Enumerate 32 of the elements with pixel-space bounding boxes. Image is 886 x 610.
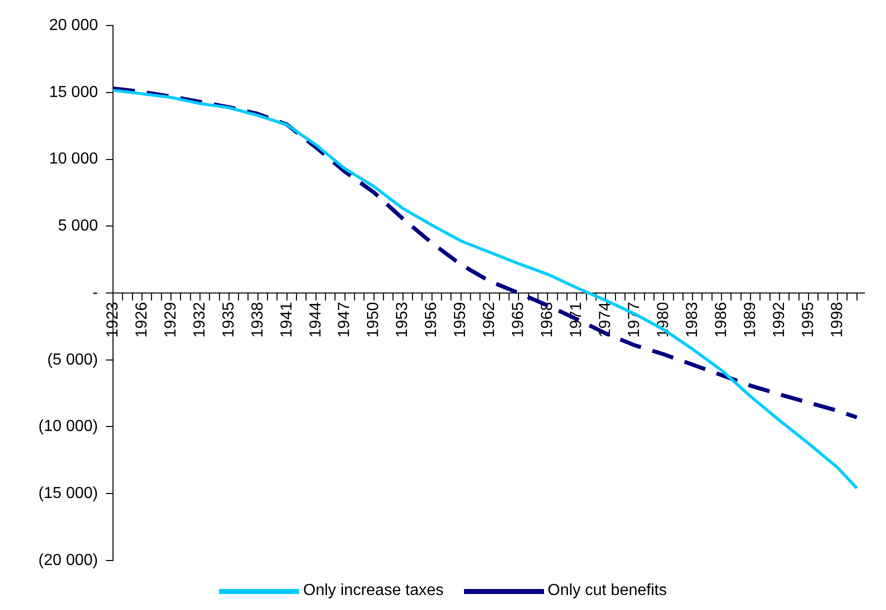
y-tick-label: (15 000) <box>38 484 98 502</box>
x-tick-label: 1962 <box>481 302 498 338</box>
x-tick-label: 1956 <box>423 302 440 338</box>
x-tick-label: 1929 <box>162 302 180 338</box>
y-tick-label: (10 000) <box>38 418 98 436</box>
legend-label: Only cut benefits <box>548 582 667 600</box>
y-tick-label: 10 000 <box>49 150 98 168</box>
y-tick-label: 20 000 <box>49 17 98 34</box>
x-tick-label: 1941 <box>278 302 296 338</box>
x-tick-label: 1986 <box>712 302 730 338</box>
x-tick-label: 1983 <box>684 302 701 338</box>
x-tick-label: 1971 <box>568 302 586 338</box>
x-tick-label: 1947 <box>336 302 354 338</box>
y-tick-label: 5 000 <box>58 218 98 235</box>
x-tick-label: 1926 <box>133 302 150 338</box>
y-tick-label: 15 000 <box>49 84 98 101</box>
x-tick-label: 1959 <box>452 302 470 338</box>
x-tick-label: 1935 <box>220 302 238 338</box>
y-tick-label: (20 000) <box>38 552 98 569</box>
x-tick-label: 1938 <box>249 302 266 338</box>
x-tick-label: 1965 <box>510 302 528 338</box>
x-tick-label: 1950 <box>365 302 382 338</box>
y-tick-label: (5 000) <box>47 351 98 368</box>
y-tick-label: - <box>92 284 98 302</box>
x-tick-label: 1992 <box>770 302 788 338</box>
x-tick-label: 1944 <box>307 302 324 338</box>
x-tick-label: 1953 <box>394 302 412 338</box>
x-tick-label: 1995 <box>800 302 817 338</box>
x-tick-label: 1989 <box>742 302 759 338</box>
x-tick-label: 1932 <box>191 302 208 338</box>
x-tick-label: 1998 <box>828 302 846 338</box>
legend-label: Only increase taxes <box>303 582 444 600</box>
